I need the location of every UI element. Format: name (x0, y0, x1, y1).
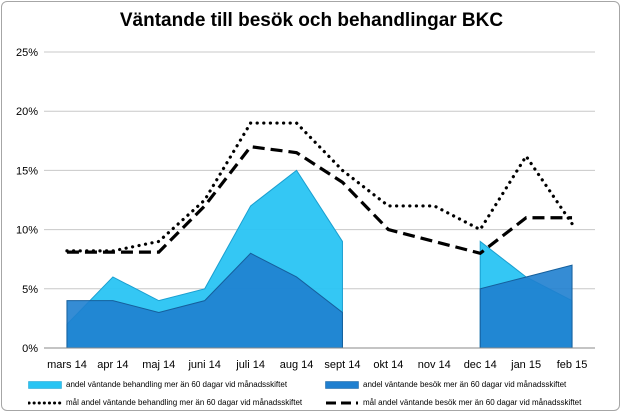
legend-swatch-light-blue-area (28, 380, 62, 389)
x-tick-label: apr 14 (97, 359, 128, 371)
y-tick-label: 25% (16, 47, 38, 59)
legend-swatch-dark-blue-area (325, 380, 359, 389)
x-tick-label: okt 14 (373, 359, 403, 371)
legend-label: mål andel väntande behandling mer än 60 … (66, 398, 303, 407)
legend-item-behandling-area: andel väntande behandling mer än 60 daga… (28, 380, 287, 389)
y-tick-label: 5% (22, 284, 38, 296)
y-tick-label: 0% (22, 343, 38, 355)
x-tick-label: nov 14 (418, 359, 451, 371)
x-tick-label: aug 14 (280, 359, 314, 371)
x-tick-label: maj 14 (142, 359, 175, 371)
x-tick-label: jan 15 (510, 359, 541, 371)
y-tick-label: 20% (16, 106, 38, 118)
y-tick-labels: 0% 5% 10% 15% 20% 25% (16, 47, 38, 355)
area-segment (66, 252, 343, 349)
legend-item-besok-area: andel väntande besök mer än 60 dagar vid… (325, 380, 566, 389)
x-tick-label: sept 14 (324, 359, 360, 371)
x-tick-label: feb 15 (557, 359, 588, 371)
legend-label: andel väntande besök mer än 60 dagar vid… (363, 380, 567, 389)
legend-swatch-dashed-line (326, 401, 358, 404)
legend: andel väntande behandling mer än 60 daga… (0, 372, 623, 412)
target-line-behandling (65, 121, 574, 253)
x-tick-label: dec 14 (464, 359, 497, 371)
legend-label: andel väntande behandling mer än 60 daga… (66, 380, 288, 389)
x-tick-label: juli 14 (235, 359, 265, 371)
x-tick-label: juni 14 (187, 359, 220, 371)
chart-title: Väntande till besök och behandlingar BKC (119, 10, 504, 31)
legend-swatch-dotted-line (28, 401, 62, 404)
legend-item-behandling-target: mål andel väntande behandling mer än 60 … (28, 398, 302, 407)
y-tick-label: 10% (16, 225, 38, 237)
line-series (65, 121, 574, 256)
x-tick-labels: mars 14 apr 14 maj 14 juni 14 juli 14 aug 14 s… (47, 359, 587, 371)
area-series (66, 169, 573, 349)
legend-item-besok-target: mål andel väntande besök mer än 60 dagar… (325, 398, 581, 407)
x-tick-label: mars 14 (47, 359, 87, 371)
legend-label: mål andel väntande besök mer än 60 dagar… (363, 398, 582, 407)
y-tick-label: 15% (16, 165, 38, 177)
